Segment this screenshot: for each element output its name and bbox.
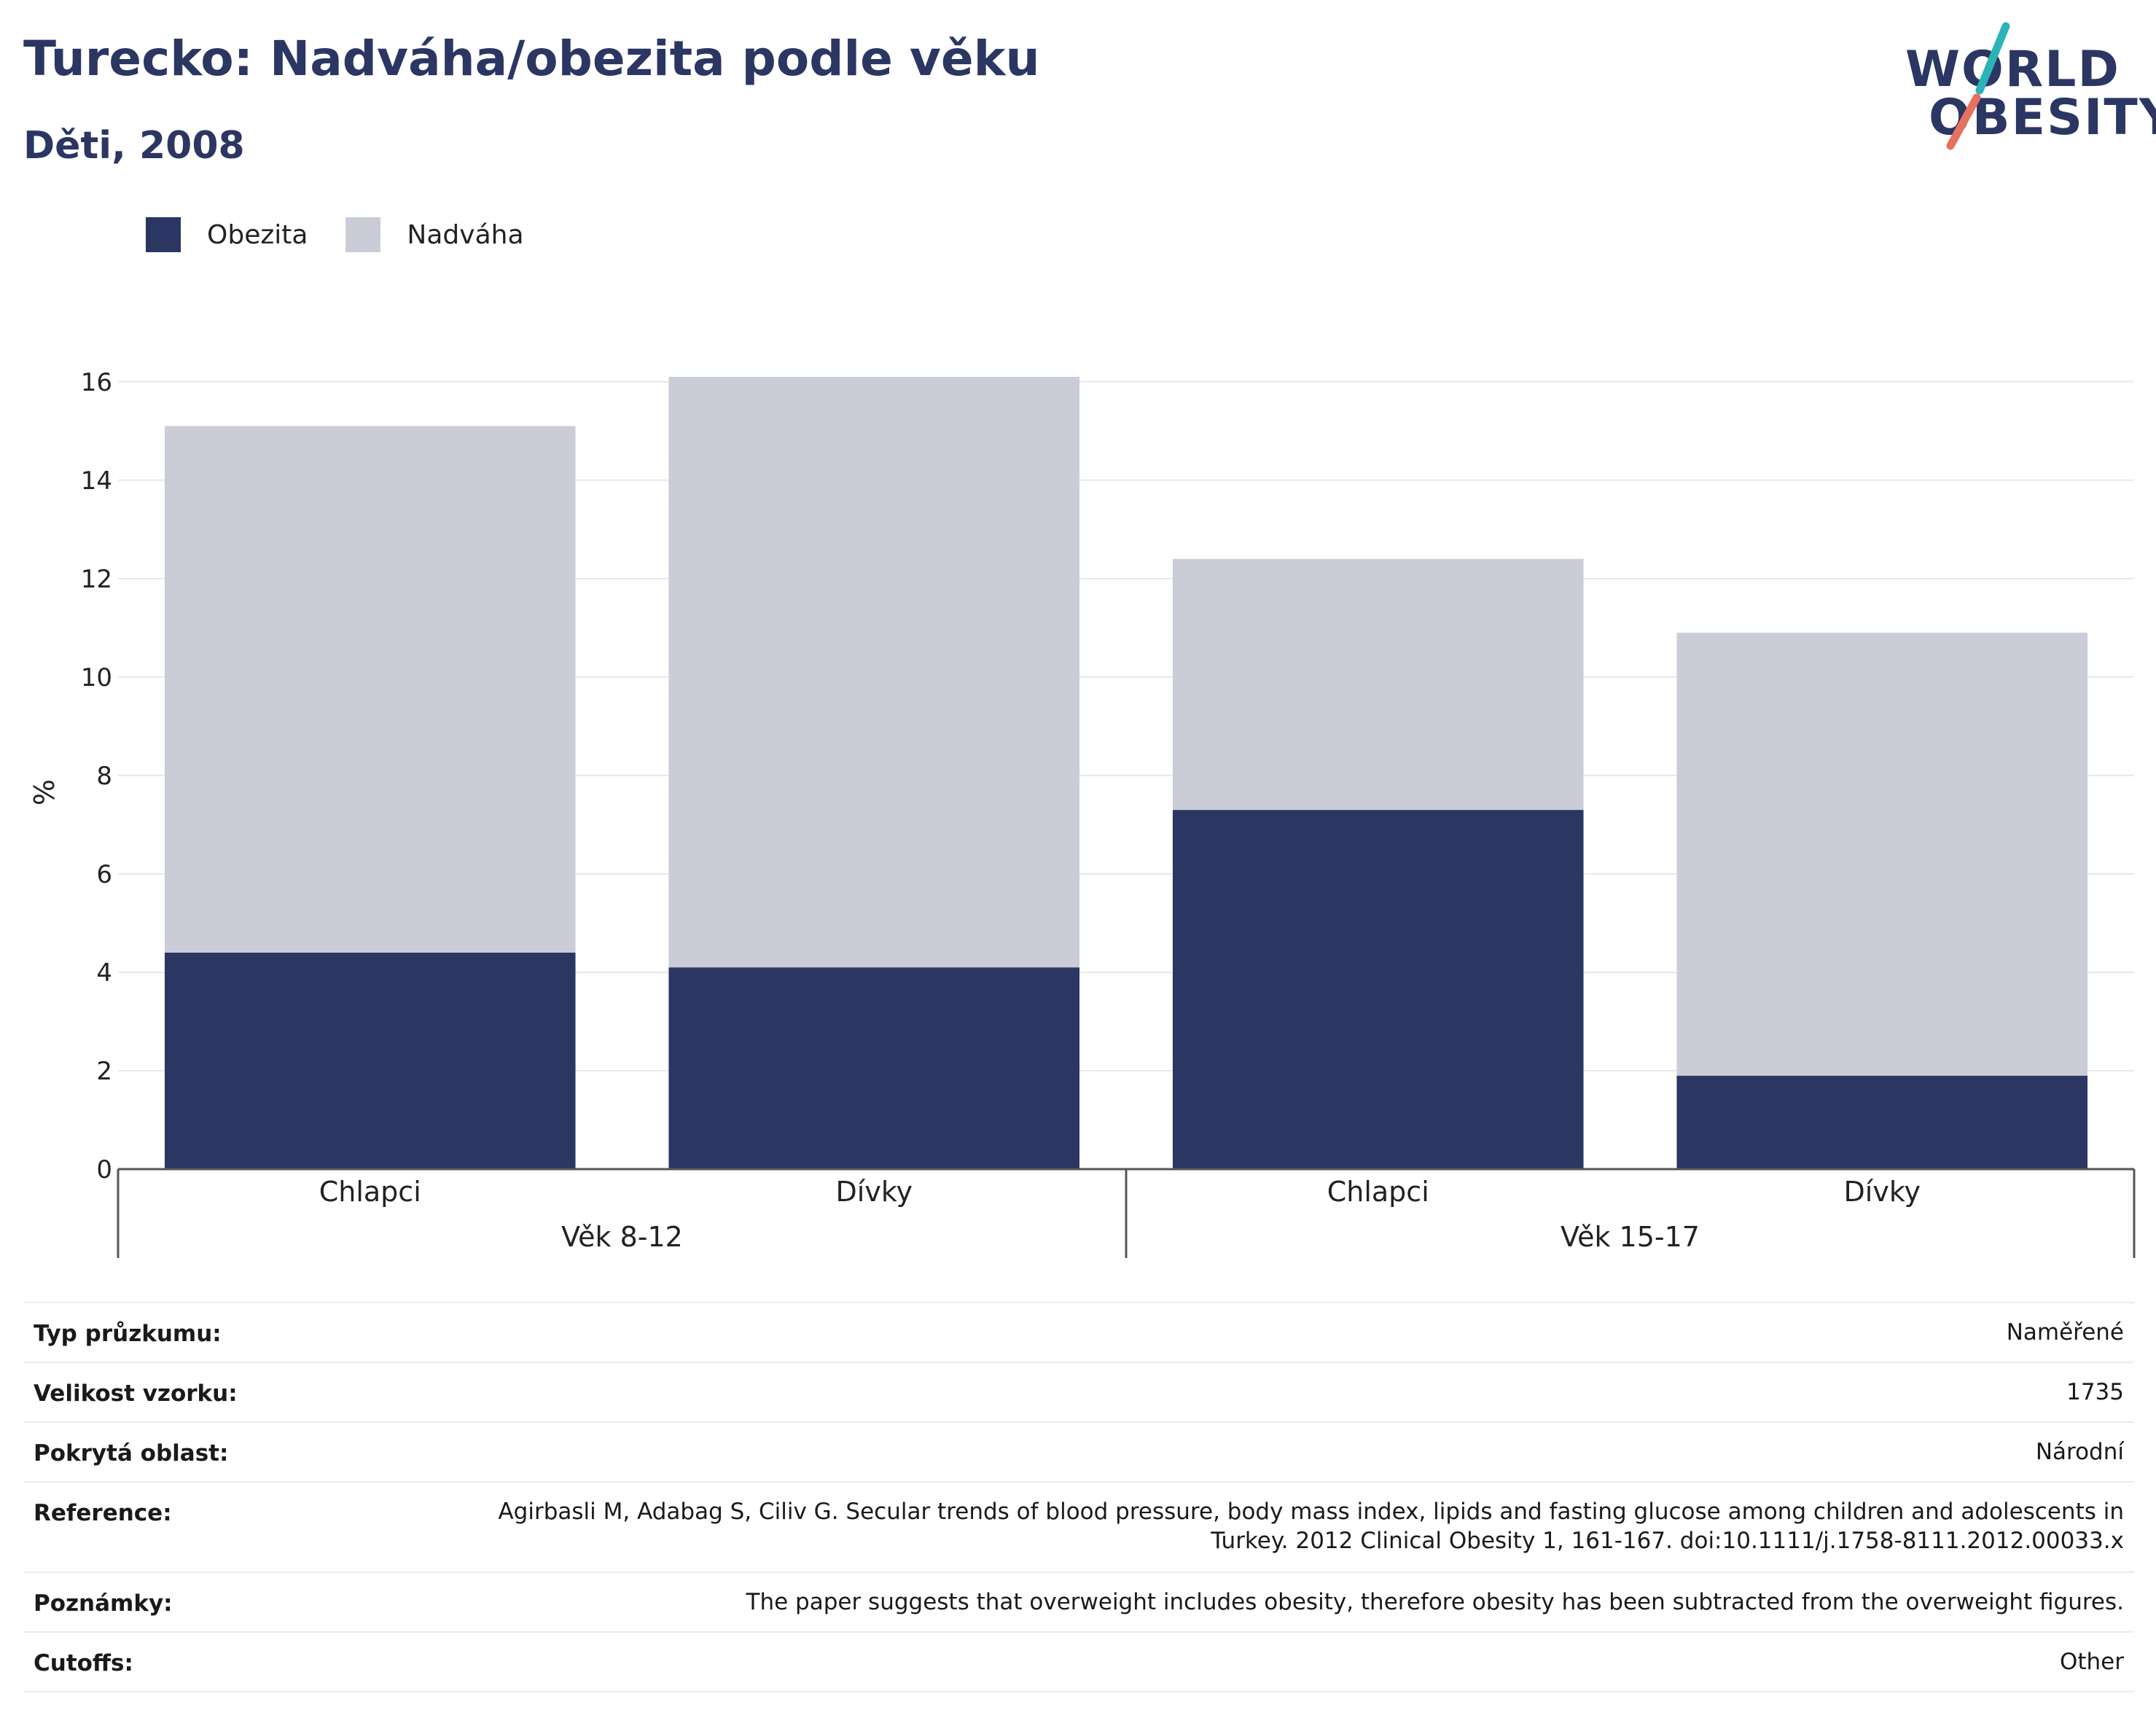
x-tick-label: Chlapci — [1327, 1176, 1429, 1208]
info-row: Cutoffs: Other — [23, 1631, 2134, 1692]
bar-obezita — [1676, 1075, 2088, 1169]
legend-item-nadvaha[interactable]: Nadváha — [345, 217, 524, 252]
y-tick-label: 2 — [96, 1057, 112, 1086]
info-value: Naměřené — [481, 1302, 2134, 1362]
y-tick-label: 8 — [96, 762, 112, 791]
legend-item-obezita[interactable]: Obezita — [146, 217, 308, 252]
legend-swatch-nadvaha — [345, 217, 381, 252]
x-tick-label: Dívky — [1844, 1176, 1921, 1208]
y-tick-label: 16 — [81, 368, 112, 397]
info-value: Other — [481, 1631, 2134, 1692]
info-value: Agirbasli M, Adabag S, Ciliv G. Secular … — [481, 1481, 2134, 1572]
info-value: 1735 — [481, 1362, 2134, 1422]
chart-title: Turecko: Nadváha/obezita podle věku — [23, 31, 1040, 87]
x-group-label: Věk 15-17 — [1561, 1221, 1700, 1253]
info-value: Národní — [481, 1421, 2134, 1482]
logo-text-world: WORLD — [1905, 41, 2120, 98]
y-tick-label: 6 — [96, 860, 112, 889]
info-row: Reference: Agirbasli M, Adabag S, Ciliv G… — [23, 1481, 2134, 1572]
info-row: Velikost vzorku: 1735 — [23, 1362, 2134, 1422]
y-axis-label: % — [28, 779, 60, 805]
info-value: The paper suggests that overweight inclu… — [481, 1571, 2134, 1632]
y-tick-label: 12 — [81, 565, 112, 594]
info-row: Poznámky: The paper suggests that overwei… — [23, 1571, 2134, 1632]
y-tick-label: 4 — [96, 958, 112, 988]
info-label: Typ průzkumu: — [23, 1302, 481, 1362]
bar-nadvaha — [668, 377, 1080, 968]
bar-chart: 0 2 4 6 8 10 12 14 16% Chlapci Dívky Chlapci Dívky Vě… — [28, 368, 2136, 1258]
y-tick-label: 0 — [96, 1155, 112, 1184]
bar-obezita — [164, 952, 576, 1169]
chart-subtitle: Děti, 2008 — [23, 124, 245, 168]
bar-nadvaha — [164, 426, 576, 953]
info-label: Velikost vzorku: — [23, 1362, 481, 1422]
legend-swatch-obezita — [146, 217, 181, 252]
info-label: Cutoffs: — [23, 1631, 481, 1692]
legend-label-nadvaha: Nadváha — [407, 219, 524, 250]
info-row: Typ průzkumu: Naměřené — [23, 1302, 2134, 1362]
info-table: Typ průzkumu: Naměřené Velikost vzorku: 173… — [23, 1302, 2134, 1692]
info-row: Pokrytá oblast: Národní — [23, 1421, 2134, 1482]
info-label: Reference: — [23, 1481, 481, 1572]
y-tick-label: 14 — [81, 466, 112, 496]
bar-obezita — [1172, 810, 1584, 1169]
info-label: Pokrytá oblast: — [23, 1421, 481, 1482]
x-tick-label: Chlapci — [319, 1176, 421, 1208]
y-tick-label: 10 — [81, 663, 112, 692]
x-group-label: Věk 8-12 — [561, 1221, 683, 1253]
info-label: Poznámky: — [23, 1571, 481, 1632]
x-tick-label: Dívky — [836, 1176, 913, 1208]
bar-nadvaha — [1172, 558, 1584, 811]
bar-obezita — [668, 967, 1080, 1169]
legend-label-obezita: Obezita — [207, 219, 308, 250]
chart-legend: Obezita Nadváha — [146, 217, 562, 252]
logo-slash-icon — [1946, 22, 2010, 150]
bar-nadvaha — [1676, 633, 2088, 1076]
world-obesity-logo: WORLD OBESITY — [1902, 20, 2156, 159]
